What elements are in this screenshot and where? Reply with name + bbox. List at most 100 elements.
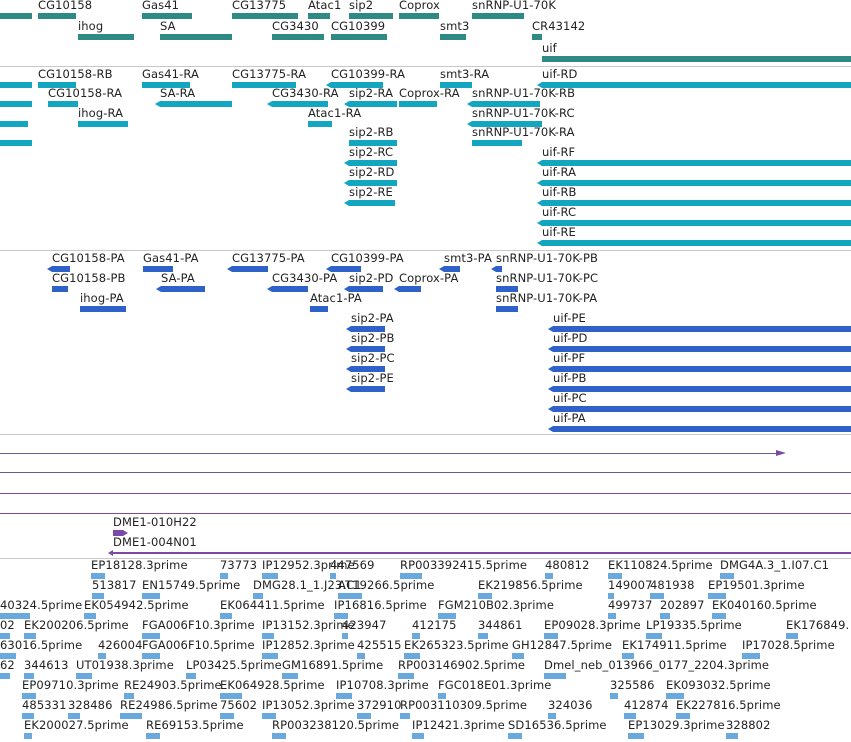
est-dmg28-1-1-j23-c1[interactable]: DMG28.1_1.J23.C1	[253, 579, 362, 603]
transcript-sip2-rc[interactable]: sip2-RC	[344, 146, 397, 170]
est-rp003238120-5prime[interactable]: RP003238120.5prime	[272, 719, 399, 742]
est-ek174911-5prime[interactable]: EK174911.5prime	[622, 639, 727, 663]
est-426004[interactable]: 426004	[98, 639, 142, 663]
est-re69153-5prime[interactable]: RE69153.5prime	[146, 719, 244, 742]
gene-smt3[interactable]: smt3	[440, 20, 469, 44]
transcript-sip2-ra[interactable]: sip2-RA	[344, 87, 397, 111]
transcript-cg3430-ra[interactable]: CG3430-RA	[267, 87, 339, 111]
est-ip12421-3prime[interactable]: IP12421.3prime	[412, 719, 505, 742]
est-ek200206-5prime[interactable]: EK200206.5prime	[24, 619, 129, 643]
transcript-snrnp-u1-70k-rc[interactable]: snRNP-U1-70K-RC	[467, 107, 575, 131]
transcript-sip2-re[interactable]: sip2-RE	[344, 186, 395, 210]
est-ek054942-5prime[interactable]: EK054942.5prime	[84, 599, 189, 623]
est-dmel-neb-013966-0177-2204-3prime[interactable]: Dmel_neb_013966_0177_2204.3prime	[544, 659, 769, 683]
est-fgc018e01-3prime[interactable]: FGC018E01.3prime	[438, 679, 551, 703]
gene-cr43142[interactable]: CR43142	[532, 20, 585, 44]
alignment-line[interactable]	[0, 472, 851, 473]
transcript-uif-rd[interactable]: uif-RD	[537, 68, 851, 92]
est-rp003392415-5prime[interactable]: RP003392415.5prime	[400, 559, 527, 583]
transcript-uif-rb[interactable]: uif-RB	[537, 186, 851, 210]
est-ip12952-3prime[interactable]: IP12952.3prime	[262, 559, 355, 583]
est-328486[interactable]: 328486	[68, 699, 112, 723]
protein-snrnp-u1-70k-pc[interactable]: snRNP-U1-70K-PC	[496, 272, 598, 296]
est-dmg4a-3-1-i07-c1[interactable]: DMG4A.3_1.I07.C1	[720, 559, 829, 583]
protein-smt3-pa[interactable]: smt3-PA	[439, 252, 492, 276]
est-gm16891-5prime[interactable]: GM16891.5prime	[282, 659, 383, 683]
est-ip16816-5prime[interactable]: IP16816.5prime	[334, 599, 427, 623]
protein-uif-pf[interactable]: uif-PF	[548, 352, 851, 376]
est-73773[interactable]: 73773	[220, 559, 257, 583]
est-ek219856-5prime[interactable]: EK219856.5prime	[478, 579, 583, 603]
protein-uif-pe[interactable]: uif-PE	[548, 312, 851, 336]
est-40324-5prime[interactable]: 40324.5prime	[0, 599, 82, 623]
protein-coprox-pa[interactable]: Coprox-PA	[394, 272, 458, 296]
transcript-uif-rc[interactable]: uif-RC	[537, 206, 851, 230]
est-fgm210b02-3prime[interactable]: FGM210B02.3prime	[438, 599, 554, 623]
est-ut01938-3prime[interactable]: UT01938.3prime	[76, 659, 174, 683]
est-485331[interactable]: 485331	[22, 699, 66, 723]
transcript-cg10399-ra[interactable]: CG10399-RA	[326, 68, 405, 92]
protein-cg10399-pa[interactable]: CG10399-PA	[326, 252, 404, 276]
protein-sa-pa[interactable]: SA-PA	[156, 272, 205, 296]
transcript-uif-re[interactable]: uif-RE	[537, 226, 851, 250]
est-ip17028-5prime[interactable]: IP17028.5prime	[742, 639, 835, 663]
transcript-coprox-ra[interactable]: Coprox-RA	[399, 87, 460, 111]
est-ek200027-5prime[interactable]: EK200027.5prime	[24, 719, 129, 742]
clone-dme1-004n01[interactable]: DME1-004N01	[108, 536, 851, 559]
gene-cg13775[interactable]: CG13775	[232, 0, 298, 23]
gene-cg3430[interactable]: CG3430	[272, 20, 324, 44]
gene-coprox[interactable]: Coprox	[399, 0, 440, 23]
est-ep09028-3prime[interactable]: EP09028.3prime	[544, 619, 641, 643]
est-ep09710-3prime[interactable]: EP09710.3prime	[22, 679, 119, 703]
est-ep18128-3prime[interactable]: EP18128.3prime	[91, 559, 188, 583]
est-ek110824-5prime[interactable]: EK110824.5prime	[608, 559, 713, 583]
protein-uif-pc[interactable]: uif-PC	[548, 392, 851, 416]
protein-atac1-pa[interactable]: Atac1-PA	[310, 292, 362, 316]
transcript-gas41-ra[interactable]: Gas41-RA	[142, 68, 199, 92]
est-ip13052-3prime[interactable]: IP13052.3prime	[262, 699, 355, 723]
gene-atac1[interactable]: Atac1	[308, 0, 341, 23]
gene-partial[interactable]	[0, 0, 32, 23]
gene-sip2[interactable]: sip2	[349, 0, 393, 23]
est-ek265323-5prime[interactable]: EK265323.5prime	[404, 639, 509, 663]
transcript-partial[interactable]	[0, 107, 28, 131]
gene-sa[interactable]: SA	[160, 20, 232, 44]
protein-uif-pa[interactable]: uif-PA	[548, 412, 851, 434]
gene-snrnp-u1-70k[interactable]: snRNP-U1-70K	[472, 0, 556, 23]
est-412175[interactable]: 412175	[412, 619, 456, 643]
est-480812[interactable]: 480812	[545, 559, 589, 583]
est-gh12847-5prime[interactable]: GH12847.5prime	[512, 639, 612, 663]
alignment-line[interactable]	[0, 493, 851, 494]
gene-uif[interactable]: uif	[542, 42, 851, 66]
est-02[interactable]: 02	[0, 619, 15, 643]
est-425515[interactable]: 425515	[357, 639, 401, 663]
est-rp003146902-5prime[interactable]: RP003146902.5prime	[398, 659, 525, 683]
protein-snrnp-u1-70k-pb[interactable]: snRNP-U1-70K-PB	[491, 252, 598, 276]
protein-cg10158-pb[interactable]: CG10158-PB	[52, 272, 125, 296]
gene-cg10158[interactable]: CG10158	[38, 0, 92, 23]
transcript-uif-ra[interactable]: uif-RA	[537, 166, 851, 190]
est-324036[interactable]: 324036	[548, 699, 592, 723]
protein-cg13775-pa[interactable]: CG13775-PA	[227, 252, 305, 276]
est-sd16536-5prime[interactable]: SD16536.5prime	[508, 719, 607, 742]
transcript-snrnp-u1-70k-rb[interactable]: snRNP-U1-70K-RB	[467, 87, 575, 111]
gene-gas41[interactable]: Gas41	[142, 0, 192, 23]
est-ek064928-5prime[interactable]: EK064928.5prime	[220, 679, 325, 703]
est-149007[interactable]: 149007	[608, 579, 652, 603]
est-lp03425-5prime[interactable]: LP03425.5prime	[186, 659, 282, 683]
transcript-ihog-ra[interactable]: ihog-RA	[78, 107, 128, 131]
est-328802[interactable]: 328802	[726, 719, 770, 742]
alignment-line[interactable]	[0, 453, 780, 454]
gene-ihog[interactable]: ihog	[78, 20, 134, 44]
protein-ihog-pa[interactable]: ihog-PA	[80, 292, 126, 316]
transcript-snrnp-u1-70k-ra[interactable]: snRNP-U1-70K-RA	[472, 126, 575, 150]
est-423947[interactable]: 423947	[342, 619, 386, 643]
est-447569[interactable]: 447569	[330, 559, 374, 583]
est-412874[interactable]: 412874	[624, 699, 668, 723]
est-325586[interactable]: 325586	[610, 679, 654, 703]
alignment-line[interactable]	[0, 513, 851, 514]
protein-sip2-pa[interactable]: sip2-PA	[346, 312, 394, 336]
est-344613[interactable]: 344613	[24, 659, 68, 683]
clone-dme1-010h22[interactable]: DME1-010H22	[113, 516, 197, 540]
est-ek227816-5prime[interactable]: EK227816.5prime	[676, 699, 781, 723]
